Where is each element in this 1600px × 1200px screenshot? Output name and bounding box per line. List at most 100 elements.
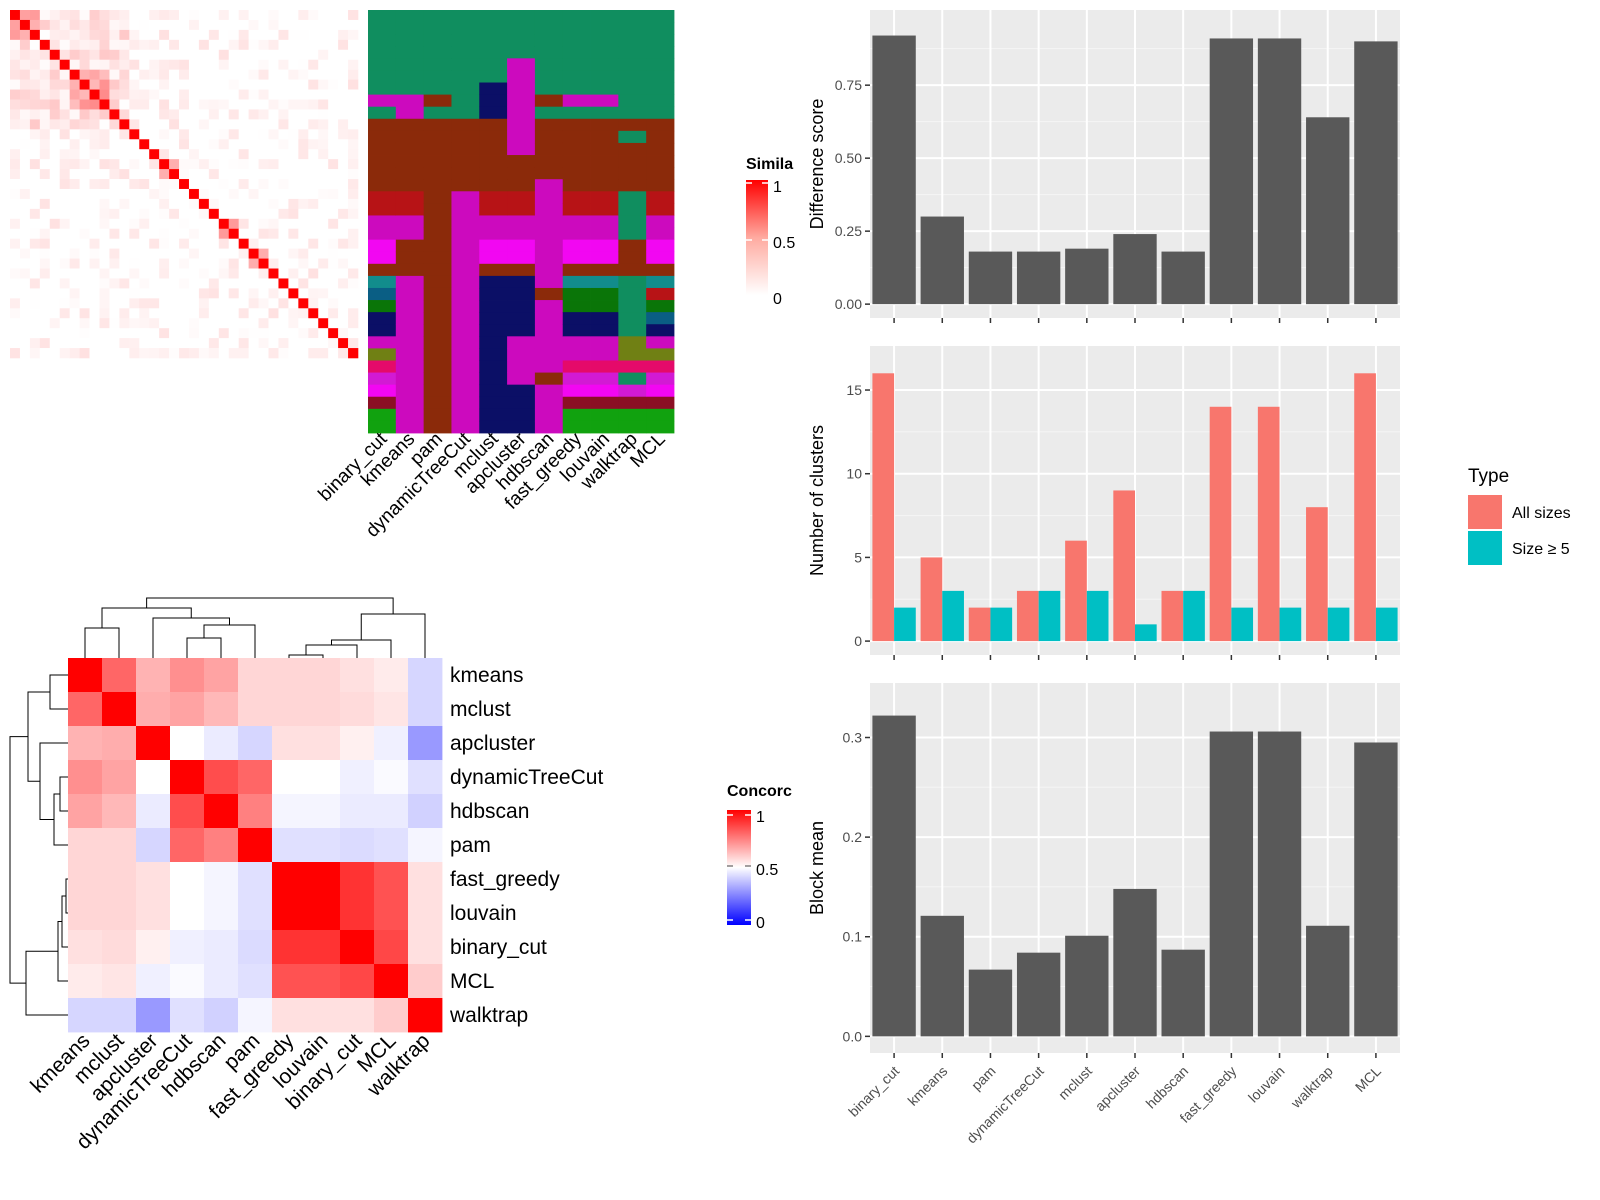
- cluster-cell: [618, 372, 647, 386]
- cluster-cell: [479, 10, 508, 23]
- cluster-cell: [590, 324, 619, 337]
- similarity-cell: [298, 228, 309, 239]
- similarity-cell: [198, 308, 210, 319]
- cluster-cell: [395, 287, 425, 301]
- cluster-cell: [395, 348, 425, 361]
- similarity-cell: [208, 139, 220, 150]
- similarity-cell: [29, 218, 41, 230]
- similarity-cell: [119, 109, 130, 120]
- similarity-cell: [59, 318, 70, 329]
- similarity-cell: [119, 298, 130, 309]
- cluster-cell: [479, 106, 508, 120]
- similarity-cell: [79, 348, 90, 359]
- similarity-cell: [159, 218, 170, 230]
- similarity-cell: [19, 29, 31, 41]
- similarity-cell: [218, 188, 230, 200]
- similarity-cell: [298, 139, 309, 150]
- concordance-cell: [170, 692, 205, 727]
- cluster-cell: [590, 227, 619, 241]
- similarity-cell: [29, 119, 41, 130]
- similarity-cell: [248, 198, 259, 210]
- similarity-cell: [179, 49, 190, 61]
- cluster-cell: [562, 372, 591, 386]
- similarity-cell: [129, 198, 140, 210]
- similarity-cell: [109, 188, 120, 200]
- cluster-cell: [646, 167, 675, 180]
- similarity-cell: [308, 188, 319, 200]
- similarity-cell: [149, 159, 160, 170]
- similarity-cell: [79, 258, 90, 269]
- similarity-cell: [298, 318, 309, 329]
- legend-label-size-5: Size ≥ 5: [1512, 541, 1570, 558]
- cluster-cell: [368, 167, 397, 180]
- similarity-cell: [69, 129, 80, 140]
- similarity-cell: [328, 59, 339, 70]
- similarity-cell: [29, 188, 41, 200]
- similarity-cell: [208, 308, 220, 319]
- cluster-cell: [562, 94, 591, 108]
- similarity-cell: [99, 338, 110, 349]
- cluster-cell: [534, 324, 564, 337]
- similarity-cell: [39, 39, 51, 51]
- similarity-cell: [308, 69, 319, 80]
- similarity-cell: [198, 159, 210, 170]
- concordance-cell: [306, 964, 341, 999]
- similarity-cell: [308, 238, 319, 249]
- similarity-cell: [208, 188, 220, 200]
- cluster-cell: [562, 34, 591, 47]
- concordance-cell: [340, 658, 375, 693]
- similarity-cell: [288, 179, 299, 190]
- similarity-cell: [208, 248, 220, 259]
- similarity-cell: [99, 318, 110, 329]
- dendrogram-branch: [146, 597, 394, 614]
- y-tick-label: 0.75: [835, 77, 862, 93]
- similarity-cell: [188, 59, 200, 70]
- cluster-cell: [451, 324, 480, 337]
- similarity-cell: [308, 198, 319, 210]
- similarity-cell: [278, 169, 289, 180]
- similarity-cell: [69, 268, 80, 279]
- similarity-cell: [109, 179, 120, 190]
- similarity-cell: [109, 89, 120, 100]
- similarity-cell: [208, 238, 220, 249]
- cluster-cell: [368, 10, 397, 23]
- cluster-cell: [507, 46, 536, 59]
- similarity-cell: [129, 248, 140, 259]
- similarity-cell: [268, 288, 279, 299]
- similarity-cell: [169, 248, 180, 259]
- cluster-cell: [646, 227, 675, 241]
- similarity-cell: [248, 89, 259, 100]
- similarity-cell: [89, 39, 100, 51]
- similarity-cell: [218, 109, 230, 120]
- cluster-cell: [534, 142, 564, 156]
- cluster-cell: [395, 275, 425, 289]
- similarity-cell: [139, 10, 150, 21]
- similarity-cell: [99, 248, 110, 259]
- similarity-cell: [328, 338, 339, 349]
- similarity-cell: [338, 248, 349, 259]
- similarity-cell: [218, 328, 230, 339]
- similarity-cell: [39, 59, 51, 70]
- similarity-cell: [298, 19, 309, 31]
- similarity-cell: [248, 99, 259, 110]
- concordance-cell: [408, 760, 443, 795]
- cluster-cell: [451, 142, 480, 156]
- similarity-cell: [169, 268, 180, 279]
- cluster-cell: [423, 34, 452, 47]
- similarity-cell: [179, 348, 190, 359]
- cluster-cell: [618, 22, 647, 35]
- similarity-cell: [218, 298, 230, 309]
- similarity-cell: [228, 208, 239, 220]
- similarity-cell: [268, 29, 279, 41]
- similarity-cell: [129, 19, 140, 31]
- similarity-cell: [298, 338, 309, 349]
- cluster-cell: [590, 263, 619, 277]
- similarity-cell: [99, 99, 110, 110]
- similarity-cell: [39, 119, 51, 130]
- similarity-cell: [188, 69, 200, 80]
- similarity-cell: [328, 119, 339, 130]
- similarity-cell: [308, 29, 319, 41]
- similarity-cell: [278, 129, 289, 140]
- cluster-cell: [646, 82, 675, 95]
- similarity-cell: [139, 288, 150, 299]
